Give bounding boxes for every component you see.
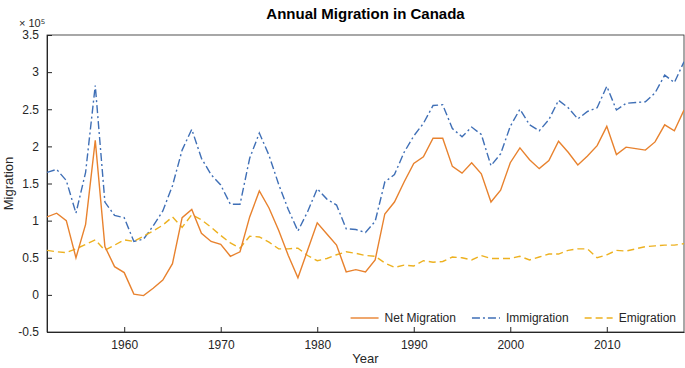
y-tick-label: 2 [32, 140, 39, 154]
x-tick-label: 1990 [401, 338, 428, 352]
title: Annual Migration in Canada [266, 5, 465, 22]
legend: Net Migration Immigration Emigration [351, 311, 676, 325]
x-axis: 1960 1970 1980 1990 2000 2010 [48, 327, 685, 352]
y-tick: 1.5 [22, 177, 52, 191]
x-tick-mark [510, 327, 511, 332]
y-tick: 3 [32, 65, 52, 79]
legend-label: Emigration [619, 311, 676, 325]
series-group [47, 62, 684, 296]
y-tick-label: 3 [32, 65, 39, 79]
x-tick-mark [317, 327, 318, 332]
y-tick-mark [47, 146, 52, 147]
y-axis-label: Migration [1, 157, 16, 210]
x-tick-label: 2000 [497, 338, 524, 352]
series-line [47, 110, 684, 296]
y-tick-mark [47, 109, 52, 110]
x-tick-mark [607, 327, 608, 332]
x-tick-label: 1980 [304, 338, 331, 352]
y-tick-label: 1 [32, 214, 39, 228]
y-tick: -0.5 [18, 325, 52, 339]
series-line [47, 62, 684, 242]
x-tick-mark [124, 327, 125, 332]
y-tick: 0 [32, 288, 52, 302]
legend-item: Immigration [472, 311, 569, 325]
y-tick-mark [47, 72, 52, 73]
y-tick: 0.5 [22, 251, 52, 265]
y-tick-mark [47, 332, 52, 333]
legend-label: Net Migration [385, 311, 456, 325]
x-tick: 1990 [401, 327, 428, 352]
x-tick-label: 1960 [111, 338, 138, 352]
legend-item: Net Migration [351, 311, 456, 325]
x-tick: 2000 [497, 327, 524, 352]
x-tick: 2010 [594, 327, 621, 352]
x-axis-line [48, 332, 685, 333]
y-tick-mark [47, 35, 52, 36]
x-tick-label: 2010 [594, 338, 621, 352]
plot: 1960 1970 1980 1990 2000 2010 -0.5 0 0.5 1 1.5 2 2.5… [18, 28, 684, 351]
y-axis: -0.5 0 0.5 1 1.5 2 2.5 3 3.5 [18, 28, 52, 339]
series-line [47, 215, 684, 268]
x-tick: 1960 [111, 327, 138, 352]
y-tick-label: -0.5 [18, 325, 39, 339]
legend-swatch [351, 317, 379, 318]
y-tick: 3.5 [22, 28, 52, 42]
y-tick-label: 1.5 [22, 177, 39, 191]
x-axis-label: Year [352, 351, 379, 366]
chart: 1960 1970 1980 1990 2000 2010 -0.5 0 0.5 1 1.5 2 2.5… [0, 0, 685, 368]
y-tick-mark [47, 184, 52, 185]
y-tick-mark [47, 295, 52, 296]
y-tick: 2.5 [22, 103, 52, 117]
y-tick-mark [47, 221, 52, 222]
y-tick-label: 3.5 [22, 28, 39, 42]
plot-frame [47, 35, 684, 332]
x-tick-mark [221, 327, 222, 332]
y-tick-label: 0 [32, 288, 39, 302]
legend-swatch [585, 317, 613, 318]
x-tick-mark [414, 327, 415, 332]
x-tick: 1970 [208, 327, 235, 352]
y-tick: 2 [32, 140, 52, 154]
axis-multiplier: × 10⁵ [19, 17, 45, 29]
legend-swatch [472, 317, 500, 318]
legend-item: Emigration [585, 311, 676, 325]
y-tick-label: 0.5 [22, 251, 39, 265]
y-tick-mark [47, 258, 52, 259]
x-tick-label: 1970 [208, 338, 235, 352]
x-tick: 1980 [304, 327, 331, 352]
y-tick-label: 2.5 [22, 103, 39, 117]
legend-label: Immigration [506, 311, 569, 325]
